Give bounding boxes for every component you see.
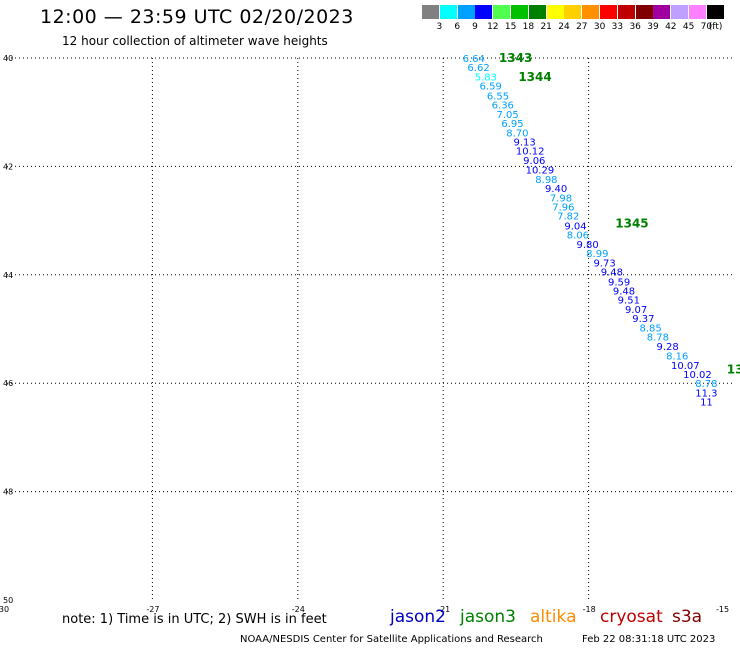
data-point-label: 8.78 bbox=[695, 379, 717, 390]
data-point-label: 8.16 bbox=[666, 352, 688, 363]
data-point-label: 9.73 bbox=[593, 258, 615, 269]
note-text: note: 1) Time is in UTC; 2) SWH is in fe… bbox=[62, 612, 327, 627]
x-tick-label: -30 bbox=[0, 605, 9, 614]
x-tick-label: -24 bbox=[292, 605, 305, 614]
satellite-jason3: jason3 bbox=[460, 607, 516, 627]
data-point-label: 6.64 bbox=[463, 54, 485, 65]
x-tick-label: -27 bbox=[146, 605, 159, 614]
data-point-label: 9.04 bbox=[564, 221, 586, 232]
legend-swatch bbox=[600, 5, 617, 19]
legend-bin-label: 39 bbox=[647, 22, 659, 32]
data-point-label: 10.07 bbox=[671, 361, 700, 372]
legend-swatch bbox=[689, 5, 706, 19]
legend-bin-label: 33 bbox=[611, 22, 624, 32]
y-tick-label: 42 bbox=[3, 162, 13, 171]
legend-unit: (ft) bbox=[708, 22, 723, 32]
y-tick-label: 46 bbox=[3, 379, 13, 388]
legend-swatch bbox=[653, 5, 671, 19]
data-point-label: 8.78 bbox=[647, 333, 669, 344]
legend-swatch bbox=[511, 5, 528, 19]
legend-bin-label: 9 bbox=[472, 22, 478, 32]
legend-swatch bbox=[564, 5, 582, 19]
legend-swatch bbox=[617, 5, 635, 19]
legend-swatch bbox=[422, 5, 439, 19]
data-point-label: 9.06 bbox=[523, 156, 545, 167]
y-tick-label: 50 bbox=[3, 596, 13, 605]
legend-bin-label: 21 bbox=[540, 22, 552, 32]
data-point-label: 8.98 bbox=[535, 175, 557, 186]
data-point-label: 10.12 bbox=[516, 147, 545, 158]
pass-number-label: 1344 bbox=[518, 70, 551, 84]
data-point-label: 9.80 bbox=[576, 240, 598, 251]
y-tick-label: 44 bbox=[3, 271, 13, 280]
legend-swatch bbox=[546, 5, 564, 19]
data-point-label: 7.98 bbox=[550, 193, 572, 204]
data-point-label: 8.85 bbox=[639, 323, 661, 334]
legend-bin-label: 36 bbox=[629, 22, 641, 32]
legend-swatch bbox=[671, 5, 689, 19]
legend-swatch bbox=[439, 5, 457, 19]
data-point-label: 6.62 bbox=[467, 63, 489, 74]
data-point-label: 9.13 bbox=[513, 137, 535, 148]
satellite-jason2: jason2 bbox=[390, 607, 446, 627]
data-point-label: 8.70 bbox=[506, 128, 528, 139]
data-point-label: 11.3 bbox=[695, 388, 717, 399]
satellite-cryosat: cryosat bbox=[600, 607, 663, 627]
data-point-label: 11 bbox=[700, 398, 713, 409]
data-point-label: 8.06 bbox=[567, 231, 589, 242]
legend-bin-label: 18 bbox=[522, 22, 535, 32]
data-point-label: 9.40 bbox=[545, 184, 567, 195]
y-tick-label: 48 bbox=[3, 488, 13, 497]
data-point-label: 7.82 bbox=[557, 212, 579, 223]
legend-bin-label: 12 bbox=[487, 22, 499, 32]
data-point-label: 7.05 bbox=[497, 110, 519, 121]
data-point-label: 10.02 bbox=[683, 370, 712, 381]
data-point-label: 9.48 bbox=[601, 268, 623, 279]
legend-swatch bbox=[457, 5, 475, 19]
legend-bin-label: 15 bbox=[504, 22, 517, 32]
data-point-label: 6.95 bbox=[501, 119, 523, 130]
legend-bin-label: 27 bbox=[576, 22, 588, 32]
data-point-label: 9.51 bbox=[618, 296, 640, 307]
pass-number-label: 13 bbox=[727, 363, 740, 377]
data-point-label: 9.28 bbox=[656, 342, 678, 353]
legend-swatch bbox=[706, 5, 724, 19]
legend-bin-label: 42 bbox=[665, 22, 677, 32]
data-point-label: 9.07 bbox=[625, 305, 647, 316]
legend-swatch bbox=[582, 5, 600, 19]
x-tick-label: -15 bbox=[716, 605, 729, 614]
legend-bin-label: 45 bbox=[682, 22, 695, 32]
chart-subtitle: 12 hour collection of altimeter wave hei… bbox=[62, 34, 328, 48]
legend-bin-label: 70 bbox=[700, 22, 713, 32]
data-point-label: 9.48 bbox=[613, 287, 635, 298]
y-tick-label: 40 bbox=[3, 54, 13, 63]
footer-credit: NOAA/NESDIS Center for Satellite Applica… bbox=[240, 634, 543, 645]
legend-bin-label: 6 bbox=[454, 22, 461, 32]
legend-bin-label: 3 bbox=[436, 22, 443, 32]
legend-bin-label: 24 bbox=[558, 22, 570, 32]
pass-number-label: 1343 bbox=[499, 51, 532, 65]
data-point-label: 9.37 bbox=[632, 314, 654, 325]
data-point-label: 8.99 bbox=[586, 249, 608, 260]
chart-title: 12:00 — 23:59 UTC 02/20/2023 bbox=[40, 6, 354, 28]
legend-swatch bbox=[493, 5, 511, 19]
data-point-label: 6.59 bbox=[480, 82, 502, 93]
data-point-label: 6.55 bbox=[487, 91, 509, 102]
legend-swatch bbox=[475, 5, 493, 19]
x-tick-label: -18 bbox=[583, 605, 596, 614]
data-point-label: 9.59 bbox=[608, 277, 630, 288]
pass-number-label: 1345 bbox=[615, 216, 648, 230]
footer-timestamp: Feb 22 08:31:18 UTC 2023 bbox=[582, 634, 716, 645]
legend-swatch bbox=[635, 5, 653, 19]
data-point-label: 10.29 bbox=[526, 166, 555, 177]
x-tick-label: -21 bbox=[437, 605, 450, 614]
legend-bin-label: 30 bbox=[593, 22, 606, 32]
satellite-altika: altika bbox=[530, 607, 577, 627]
data-point-label: 7.96 bbox=[552, 203, 574, 214]
legend-swatch bbox=[528, 5, 546, 19]
data-point-label: 5.83 bbox=[475, 72, 497, 83]
data-point-label: 6.36 bbox=[492, 101, 514, 112]
satellite-s3a: s3a bbox=[672, 607, 703, 627]
